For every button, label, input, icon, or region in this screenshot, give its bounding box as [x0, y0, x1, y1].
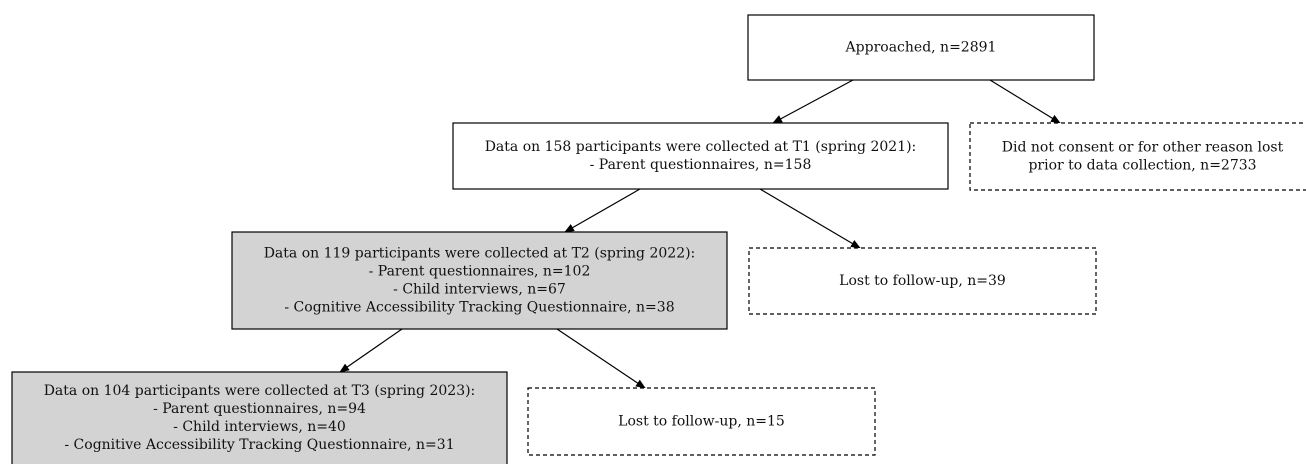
- box-text: - Child interviews, n=40: [173, 419, 346, 435]
- arrow: [759, 188, 861, 249]
- box: [11, 371, 508, 464]
- arrow: [339, 328, 403, 373]
- box-text: - Cognitive Accessibility Tracking Quest…: [284, 300, 674, 316]
- arrow: [772, 79, 854, 124]
- box-text: Approached, n=2891: [845, 40, 997, 56]
- arrow: [989, 79, 1061, 124]
- box-text: Lost to follow-up, n=15: [618, 414, 785, 430]
- box-text: - Parent questionnaires, n=102: [369, 264, 591, 280]
- box-text: - Cognitive Accessibility Tracking Quest…: [64, 437, 454, 453]
- box: [747, 14, 1095, 81]
- box-text: Data on 119 participants were collected …: [264, 246, 696, 262]
- dashed-box: [527, 387, 876, 456]
- arrows: [339, 79, 1061, 389]
- box-text: prior to data collection, n=2733: [1028, 158, 1256, 174]
- dashed-box: [969, 122, 1306, 191]
- box-text: Lost to follow-up, n=39: [839, 273, 1006, 289]
- box-text: Did not consent or for other reason lost: [1002, 140, 1284, 156]
- box-text: Data on 158 participants were collected …: [485, 139, 917, 155]
- box: [231, 231, 728, 330]
- arrow: [556, 328, 646, 389]
- box-text: - Parent questionnaires, n=94: [153, 401, 366, 417]
- box-text: Data on 104 participants were collected …: [44, 383, 476, 399]
- box-text: - Parent questionnaires, n=158: [590, 157, 812, 173]
- arrow: [564, 188, 641, 233]
- box: [452, 122, 949, 190]
- dashed-box: [748, 247, 1097, 315]
- box-text: - Child interviews, n=67: [393, 282, 566, 298]
